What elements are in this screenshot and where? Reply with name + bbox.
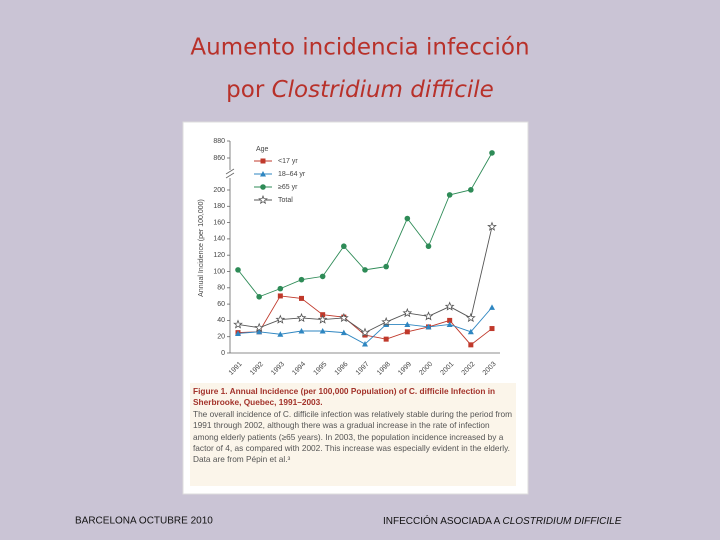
marker: [296, 312, 307, 323]
marker: [383, 263, 389, 270]
legend-label: ≥65 yr: [278, 184, 298, 191]
caption-title: Figure 1. Annual Incidence (per 100,000 …: [193, 386, 496, 408]
footer-left: BARCELONA OCTUBRE 2010: [75, 516, 213, 527]
marker: [465, 312, 476, 323]
marker: [468, 187, 474, 193]
marker: [489, 304, 495, 310]
marker: [404, 215, 411, 222]
marker: [489, 150, 495, 156]
title-part: Clostridium difficile: [272, 77, 494, 103]
marker: [402, 307, 413, 318]
marker: [404, 329, 410, 335]
y-tick-label: 200: [213, 187, 225, 194]
marker: [468, 342, 474, 348]
y-axis-label: Annual Incidence (per 100,000): [198, 199, 205, 297]
marker: [487, 221, 497, 231]
marker: [362, 341, 368, 347]
marker: [299, 295, 304, 301]
marker: [404, 321, 411, 327]
marker: [447, 317, 453, 323]
marker: [467, 328, 474, 335]
caption: Figure 1. Annual Incidence (per 100,000 …: [190, 383, 516, 486]
y-tick-label: 160: [213, 219, 225, 226]
axis-break: [226, 170, 234, 178]
legend-label: 18–64 yr: [278, 171, 306, 178]
marker: [362, 267, 368, 273]
marker: [277, 331, 284, 337]
marker: [317, 314, 328, 324]
marker: [340, 329, 347, 336]
marker: [260, 158, 266, 164]
marker: [277, 293, 283, 299]
slide-title: Aumento incidencia infección: [190, 35, 529, 61]
marker: [362, 332, 368, 338]
y-tick-label: 60: [217, 301, 225, 308]
y-tick-label: 40: [217, 317, 225, 324]
marker: [319, 273, 326, 280]
marker: [233, 319, 243, 329]
legend-label: <17 yr: [278, 158, 298, 165]
marker: [423, 311, 434, 321]
y-tick-label: 860: [213, 155, 225, 162]
y-tick-label: 140: [213, 236, 225, 243]
marker: [260, 171, 266, 177]
marker: [277, 285, 284, 292]
y-tick-label: 880: [213, 138, 225, 145]
marker: [319, 327, 326, 334]
footer-part: CLOSTRIDIUM DIFFICILE: [502, 516, 621, 527]
footer-right: INFECCIÓN ASOCIADA A CLOSTRIDIUM DIFFICI…: [383, 514, 622, 527]
marker: [260, 184, 266, 190]
marker: [256, 293, 262, 300]
marker: [425, 243, 432, 250]
marker: [381, 316, 392, 327]
marker: [444, 301, 455, 311]
marker: [383, 321, 390, 327]
marker: [235, 267, 241, 273]
legend-title: Age: [256, 146, 269, 153]
marker: [341, 243, 347, 250]
marker: [489, 326, 495, 332]
marker: [254, 322, 265, 332]
marker: [298, 327, 305, 334]
marker: [425, 323, 432, 330]
marker: [258, 194, 268, 205]
caption-text: The overall incidence of C. difficile in…: [193, 408, 512, 465]
marker: [446, 192, 453, 198]
marker: [338, 312, 349, 323]
marker: [298, 276, 305, 283]
marker: [275, 314, 286, 324]
marker: [235, 330, 241, 336]
marker: [446, 321, 453, 327]
y-tick-label: 120: [213, 252, 225, 259]
y-tick-label: 100: [213, 268, 225, 275]
title-part: por: [226, 77, 271, 103]
y-tick-label: 20: [217, 334, 225, 341]
y-tick-label: 0: [221, 350, 225, 357]
y-tick-label: 80: [217, 285, 225, 292]
axis-break-mark: [225, 172, 235, 179]
marker: [360, 327, 370, 337]
marker: [383, 336, 389, 342]
footer-part: INFECCIÓN ASOCIADA A: [383, 514, 502, 527]
slide-title: por Clostridium difficile: [226, 77, 494, 103]
y-tick-label: 180: [213, 203, 225, 210]
legend-label: Total: [278, 197, 293, 204]
marker: [256, 328, 263, 335]
axis-break-mark: [225, 168, 235, 175]
